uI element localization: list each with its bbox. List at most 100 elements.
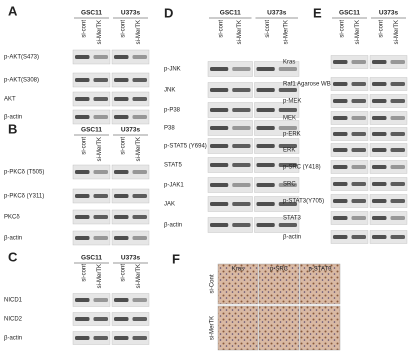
band xyxy=(351,82,366,86)
blot xyxy=(254,138,300,154)
row-label: p-MEK xyxy=(283,99,301,105)
band xyxy=(333,235,348,239)
lane-label: si-MerTK xyxy=(136,264,142,288)
band xyxy=(114,55,129,59)
blot xyxy=(207,196,253,212)
row-label: SRC xyxy=(283,182,296,188)
column-label: p-SRC xyxy=(270,267,289,273)
band xyxy=(132,317,147,321)
tissue-image xyxy=(258,263,300,305)
blot xyxy=(369,230,408,244)
blot xyxy=(369,160,408,174)
blot xyxy=(330,55,369,69)
row-label: P38 xyxy=(164,126,175,132)
band xyxy=(232,144,251,148)
blot xyxy=(72,293,111,307)
row-label: JAK xyxy=(164,202,175,208)
blot xyxy=(111,91,150,107)
band xyxy=(210,144,229,148)
band xyxy=(114,298,129,302)
band xyxy=(210,67,229,71)
band xyxy=(390,148,405,152)
row-label: p-PKCδ (T505) xyxy=(4,170,44,176)
band xyxy=(278,126,297,130)
band xyxy=(93,336,108,340)
band xyxy=(256,67,275,71)
band xyxy=(372,116,387,120)
blot xyxy=(330,160,369,174)
band xyxy=(372,216,387,220)
blot xyxy=(207,177,253,193)
blot xyxy=(254,196,300,212)
blot xyxy=(330,194,369,208)
tissue-image xyxy=(217,305,259,351)
row-label: NICD1 xyxy=(4,298,23,304)
blot xyxy=(111,312,150,326)
group-label: U373s xyxy=(379,10,399,17)
lane-label: si-MerTK xyxy=(136,20,142,44)
band xyxy=(372,235,387,239)
band xyxy=(232,183,251,187)
blot xyxy=(254,177,300,193)
row-label: p-P38 xyxy=(164,108,181,114)
band xyxy=(75,236,90,240)
band xyxy=(390,235,405,239)
lane-label: si-cont xyxy=(120,20,126,38)
blot xyxy=(111,109,150,125)
blot xyxy=(369,143,408,157)
row-label: p-ERK xyxy=(283,132,301,138)
band xyxy=(333,116,348,120)
blot xyxy=(207,82,253,98)
blot xyxy=(111,293,150,307)
row-label: p-PKCδ (Y311) xyxy=(4,194,44,200)
band xyxy=(75,115,90,119)
band xyxy=(132,55,147,59)
lane-label: si-MerTK xyxy=(394,20,400,44)
band xyxy=(372,60,387,64)
band xyxy=(114,194,129,198)
row-label: β-actin xyxy=(164,223,182,229)
band xyxy=(351,132,366,136)
band xyxy=(390,82,405,86)
blot xyxy=(207,217,253,233)
band xyxy=(351,182,366,186)
lane-label: si-cont xyxy=(81,20,87,38)
band xyxy=(351,148,366,152)
band xyxy=(390,116,405,120)
band xyxy=(390,99,405,103)
row-label: STAT5 xyxy=(164,163,182,169)
band xyxy=(372,165,387,169)
panel-letter: A xyxy=(8,3,18,18)
row-label: ERK xyxy=(283,148,295,154)
group-label: U373s xyxy=(267,10,287,17)
band xyxy=(210,223,229,227)
row-label: NICD2 xyxy=(4,317,23,323)
blot xyxy=(369,55,408,69)
band xyxy=(256,126,275,130)
tissue-image xyxy=(299,305,341,351)
blot xyxy=(72,188,111,204)
band xyxy=(93,97,108,101)
group-label: GSC11 xyxy=(81,10,102,17)
band xyxy=(232,163,251,167)
blot xyxy=(72,49,111,65)
blot xyxy=(369,127,408,141)
band xyxy=(75,215,90,219)
band xyxy=(210,163,229,167)
row-label: PKCδ xyxy=(4,215,20,221)
band xyxy=(278,108,297,112)
band xyxy=(210,108,229,112)
blot xyxy=(72,109,111,125)
blot xyxy=(111,331,150,345)
blot xyxy=(369,94,408,108)
band xyxy=(210,126,229,130)
tissue-image xyxy=(258,305,300,351)
blot xyxy=(111,188,150,204)
band xyxy=(256,144,275,148)
band xyxy=(278,223,297,227)
lane-label: si-MerTK xyxy=(355,20,361,44)
band xyxy=(232,67,251,71)
blot xyxy=(72,331,111,345)
band xyxy=(278,144,297,148)
